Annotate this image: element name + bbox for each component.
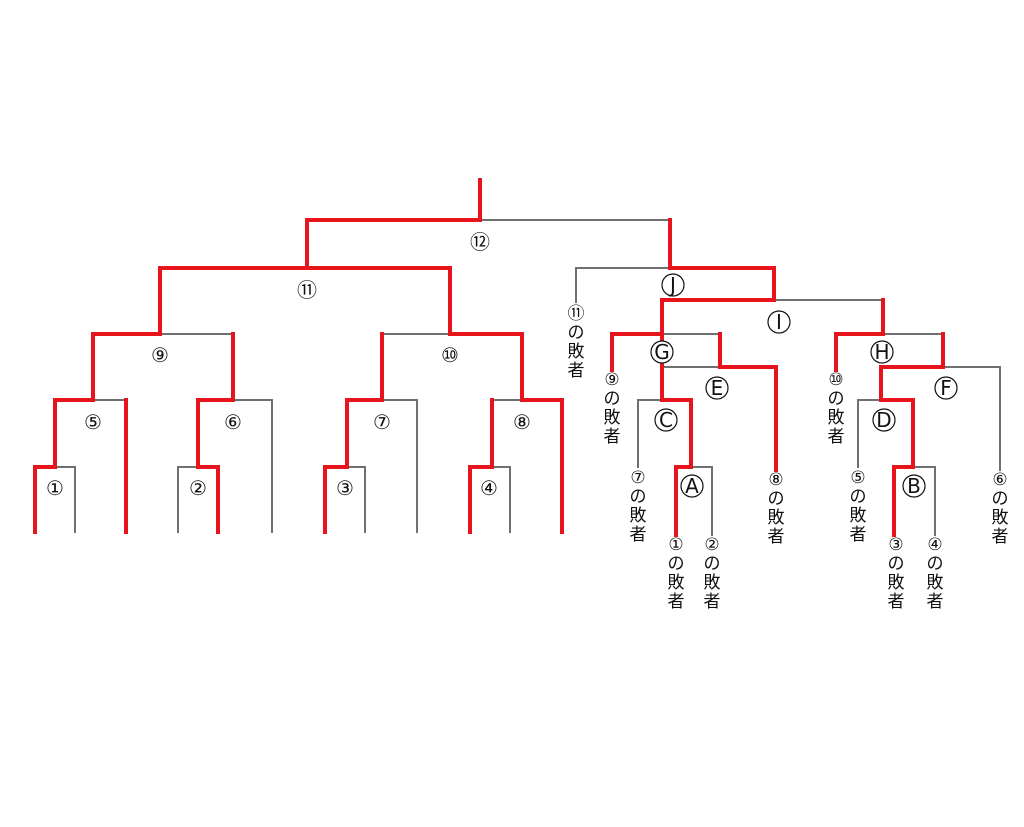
match-label-D: D <box>872 408 896 432</box>
loser-label-char: ⑦ <box>630 468 645 488</box>
loser-label-char: ③ <box>888 535 903 555</box>
loser-label-char: の <box>828 389 845 409</box>
loser-label-char: 者 <box>668 592 685 612</box>
loser-label-char: ⑤ <box>850 468 865 488</box>
loser-label-char: 敗 <box>888 573 905 593</box>
loser-label-char: の <box>927 554 944 574</box>
match-label-5: ⑤ <box>84 410 102 434</box>
svg-text:I: I <box>776 310 782 334</box>
loser-label-char: の <box>604 389 621 409</box>
loser-label-char: ② <box>704 535 719 555</box>
loser-label-char: 敗 <box>568 342 585 362</box>
svg-text:A: A <box>685 474 699 498</box>
loser-label-char: ⑧ <box>768 470 783 490</box>
loser-label-char: 敗 <box>850 506 867 526</box>
match-label-12: ⑫ <box>470 230 490 254</box>
loser-label-char: の <box>850 487 867 507</box>
loser-label-char: の <box>768 489 785 509</box>
match-label-4: ④ <box>480 476 498 500</box>
match-label-11: ⑪ <box>297 278 317 302</box>
loser-label-char: 敗 <box>927 573 944 593</box>
svg-text:B: B <box>907 474 921 498</box>
loser-label-char: 者 <box>927 592 944 612</box>
match-label-H: H <box>870 340 894 364</box>
match-label-10: ⑩ <box>441 343 459 367</box>
loser-label-char: 者 <box>888 592 905 612</box>
match-label-B: B <box>902 474 926 498</box>
loser-label-char: ④ <box>927 535 942 555</box>
loser-label-char: 者 <box>992 527 1009 547</box>
loser-label-char: ⑩ <box>828 370 843 390</box>
match-label-F: F <box>934 376 958 400</box>
svg-text:F: F <box>940 376 952 400</box>
match-label-I: I <box>767 310 791 334</box>
match-label-6: ⑥ <box>224 410 242 434</box>
match-label-2: ② <box>189 476 207 500</box>
match-label-3: ③ <box>336 476 354 500</box>
loser-label-char: 者 <box>604 427 621 447</box>
loser-label-char: の <box>888 554 905 574</box>
match-label-J: J <box>661 273 685 297</box>
consolation-labels: J I G H E F C D A B <box>650 273 958 498</box>
match-label-8: ⑧ <box>513 410 531 434</box>
loser-label-char: 敗 <box>668 573 685 593</box>
loser-label-char: 敗 <box>604 408 621 428</box>
loser-label-char: 者 <box>704 592 721 612</box>
loser-label-char: 敗 <box>768 508 785 528</box>
loser-label-char: の <box>992 489 1009 509</box>
loser-label-char: 敗 <box>704 573 721 593</box>
svg-text:E: E <box>711 376 724 400</box>
loser-label-char: ① <box>668 535 683 555</box>
loser-label-char: 敗 <box>828 408 845 428</box>
loser-label-char: 者 <box>828 427 845 447</box>
loser-label-char: 敗 <box>630 506 647 526</box>
loser-label-char: 者 <box>568 361 585 381</box>
svg-text:J: J <box>668 273 676 297</box>
match-label-7: ⑦ <box>373 410 391 434</box>
match-labels: ⑫ ⑪ ⑨ ⑩ ⑤ ⑥ ⑦ ⑧ ① ② ③ ④ <box>46 230 531 500</box>
loser-label-char: 者 <box>630 525 647 545</box>
loser-label-char: ⑪ <box>568 304 585 324</box>
match-label-G: G <box>650 340 674 364</box>
match-label-E: E <box>705 376 729 400</box>
loser-label-char: の <box>630 487 647 507</box>
svg-text:C: C <box>659 408 673 432</box>
match-label-A: A <box>680 474 704 498</box>
match-label-C: C <box>654 408 678 432</box>
loser-label-char: 敗 <box>992 508 1009 528</box>
winner-paths <box>33 178 945 537</box>
loser-label-char: ⑨ <box>604 370 619 390</box>
svg-text:D: D <box>876 408 891 432</box>
loser-label-char: の <box>704 554 721 574</box>
loser-label-char: 者 <box>768 527 785 547</box>
svg-text:G: G <box>654 340 670 364</box>
loser-label-char: 者 <box>850 525 867 545</box>
match-label-9: ⑨ <box>151 343 169 367</box>
svg-text:H: H <box>874 340 889 364</box>
match-label-1: ① <box>46 476 64 500</box>
loser-label-char: の <box>668 554 685 574</box>
loser-label-char: ⑥ <box>992 470 1007 490</box>
loser-label-char: の <box>568 323 585 343</box>
